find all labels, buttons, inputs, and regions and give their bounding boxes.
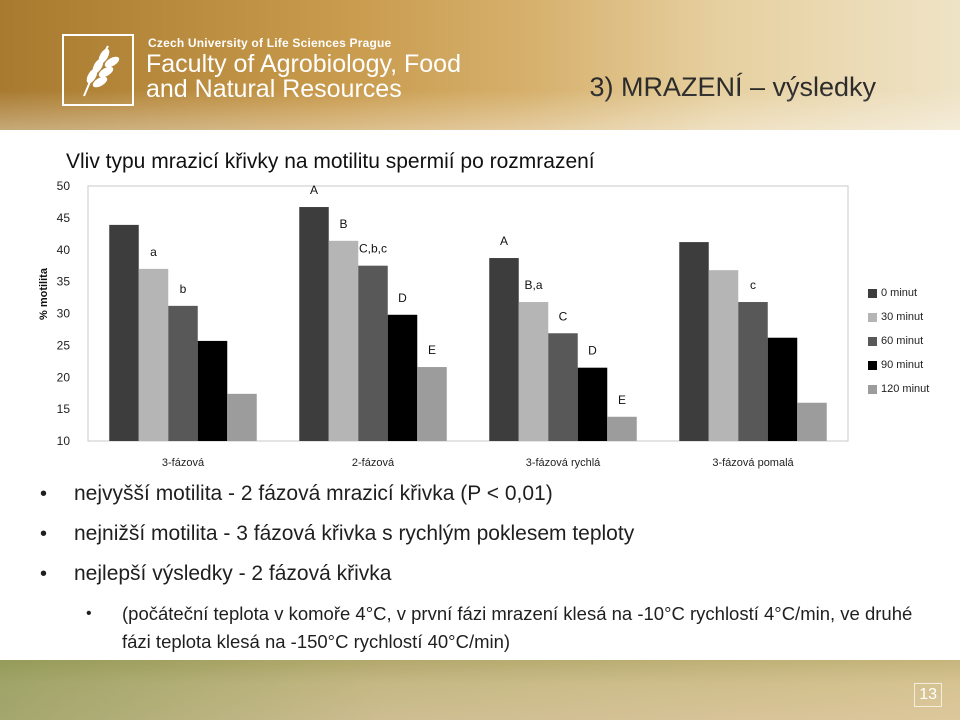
y-tick-label: 20 [57, 370, 71, 384]
x-category-label: 2-fázová [352, 457, 395, 469]
faculty-logo [62, 34, 134, 106]
significance-label: C,b,c [359, 242, 387, 256]
chart-legend: 0 minut 30 minut 60 minut 90 minut 120 minut [868, 281, 929, 401]
bar [518, 302, 549, 441]
significance-label: B [339, 217, 347, 231]
legend-label: 30 minut [881, 311, 924, 323]
bar [607, 416, 637, 441]
significance-label: b [180, 282, 187, 296]
bar [109, 224, 139, 441]
bullet-best-results: nejlepší výsledky - 2 fázová křivka [40, 554, 940, 594]
chart-title: Vliv typu mrazicí křivky na motilitu spe… [66, 150, 595, 173]
bar [767, 337, 798, 441]
significance-label: A [310, 183, 318, 197]
university-name: Czech University of Life Sciences Prague [148, 36, 392, 50]
bar [328, 240, 359, 441]
sub-bullet-protocol: (počáteční teplota v komoře 4°C, v první… [86, 600, 940, 656]
legend-swatch [868, 336, 877, 346]
y-tick-label: 30 [57, 307, 71, 321]
significance-label: D [588, 344, 597, 358]
y-tick-label: 45 [57, 211, 71, 225]
bar [168, 305, 198, 441]
page-number: 13 [914, 683, 942, 707]
y-tick-label: 35 [57, 275, 71, 289]
legend-item: 120 minut [868, 377, 929, 401]
faculty-name-line1: Faculty of Agrobiology, Food [146, 50, 461, 78]
bar [577, 367, 608, 441]
significance-label: E [428, 343, 436, 357]
significance-label: D [398, 291, 407, 305]
plot-area-frame [87, 185, 849, 442]
y-tick-label: 15 [57, 402, 71, 416]
legend-label: 120 minut [881, 383, 930, 395]
bar [797, 402, 827, 441]
bullet-list: nejvyšší motilita - 2 fázová mrazicí kři… [40, 474, 940, 656]
significance-label: B,a [524, 278, 542, 292]
bar [138, 268, 169, 441]
bar [227, 393, 257, 441]
bar [489, 258, 519, 441]
legend-item: 60 minut [868, 329, 929, 353]
legend-swatch [868, 384, 877, 394]
bar [387, 314, 418, 441]
bar [417, 367, 447, 441]
legend-swatch [868, 288, 877, 298]
significance-label: a [150, 245, 157, 259]
legend-item: 30 minut [868, 305, 929, 329]
wheat-logo-icon [83, 45, 120, 97]
x-category-label: 3-fázová [162, 457, 205, 469]
bar [548, 333, 578, 441]
bullet-highest-motility: nejvyšší motilita - 2 fázová mrazicí kři… [40, 474, 940, 514]
footer-field-image [0, 660, 960, 720]
significance-label: E [618, 393, 626, 407]
x-category-label: 3-fázová rychlá [526, 457, 601, 469]
legend-label: 60 minut [881, 335, 924, 347]
significance-label: c [750, 278, 756, 292]
legend-item: 90 minut [868, 353, 929, 377]
y-tick-label: 10 [57, 434, 71, 448]
legend-item: 0 minut [868, 281, 929, 305]
x-category-label: 3-fázová pomalá [712, 457, 794, 469]
legend-label: 0 minut [881, 287, 918, 299]
bar [299, 207, 329, 441]
bar [358, 265, 388, 441]
legend-label: 90 minut [881, 359, 924, 371]
legend-swatch [868, 312, 877, 322]
bullet-lowest-motility: nejnižší motilita - 3 fázová křivka s ry… [40, 514, 940, 554]
motility-bar-chart: 10 15 20 25 30 35 40 45 50 3-fázová a b 2-fázová A B C,… [57, 179, 849, 469]
y-tick-label: 40 [57, 243, 71, 257]
significance-label: A [500, 234, 508, 248]
bar [738, 302, 768, 441]
significance-label: C [559, 309, 568, 323]
header-banner: Czech University of Life Sciences Prague… [0, 0, 960, 130]
legend-swatch [868, 360, 877, 370]
bar [708, 270, 739, 441]
y-tick-label: 50 [57, 179, 71, 193]
bar [679, 242, 709, 441]
bar [197, 340, 228, 441]
y-tick-label: 25 [57, 338, 71, 352]
